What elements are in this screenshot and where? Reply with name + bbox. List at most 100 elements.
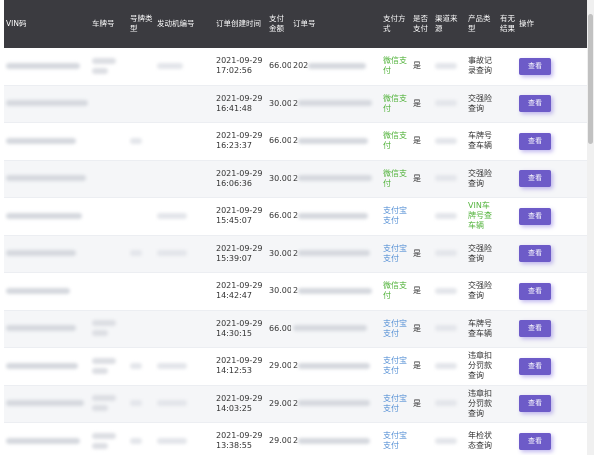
plate-cell: [90, 48, 128, 86]
order-date: 2021-09-29: [216, 356, 263, 366]
view-button[interactable]: 查看: [519, 395, 551, 413]
redacted-value: [92, 330, 108, 337]
created-time-cell: 2021-09-29 14:03:25: [214, 385, 267, 423]
order-time: 14:30:15: [216, 328, 252, 338]
vertical-scrollbar[interactable]: [587, 0, 594, 455]
table-row: 2021-09-29 14:42:47 30.00 2 微信支付是交强险查询 查看: [4, 272, 587, 311]
order-date: 2021-09-29: [216, 393, 263, 403]
view-button[interactable]: 查看: [519, 170, 551, 188]
redacted-value: [298, 400, 371, 407]
created-time-cell: 2021-09-29 15:39:07: [214, 235, 267, 273]
col-product: 产品类型: [466, 0, 498, 48]
view-button[interactable]: 查看: [519, 95, 551, 113]
order-no-cell: 2: [291, 85, 381, 123]
amount-cell: 30.00: [267, 235, 291, 273]
table-row: 2021-09-29 15:39:07 30.00 2 支付宝支付是交强险查询 查看: [4, 235, 587, 273]
product-cell: 交强险查询: [466, 272, 498, 311]
order-time: 13:38:55: [216, 441, 252, 451]
order-date: 2021-09-29: [216, 93, 263, 103]
has-result-cell: [498, 122, 517, 161]
channel-cell: [433, 122, 466, 161]
engine-cell: [155, 197, 214, 236]
order-no-cell: 2: [291, 197, 381, 236]
channel-cell: [433, 347, 466, 386]
table-row: 2021-09-29 14:12:53 29.00 2 支付宝支付是违章扣分罚款查询 查看: [4, 347, 587, 386]
table-row: 2021-09-29 16:23:37 66.00 2 微信支付是车牌号查车辆 查看: [4, 122, 587, 161]
redacted-value: [298, 287, 373, 294]
redacted-value: [157, 212, 187, 219]
redacted-value: [435, 212, 457, 219]
plate-type-cell: [128, 310, 155, 348]
col-created-time: 订单创建时间: [214, 0, 267, 48]
redacted-value: [6, 437, 80, 444]
order-prefix: 2: [293, 436, 299, 446]
paid-cell: [411, 197, 433, 236]
created-time-cell: 2021-09-29 14:12:53: [214, 347, 267, 386]
order-no-cell: 2: [291, 122, 381, 161]
view-button[interactable]: 查看: [519, 207, 551, 225]
redacted-value: [435, 437, 457, 444]
order-date: 2021-09-29: [216, 56, 263, 66]
redacted-value: [298, 250, 371, 257]
plate-cell: [90, 197, 128, 236]
has-result-cell: [498, 347, 517, 386]
order-date: 2021-09-29: [216, 431, 263, 441]
plate-type-cell: [128, 48, 155, 86]
vin-cell: [4, 235, 90, 273]
view-button[interactable]: 查看: [519, 282, 551, 300]
created-time-cell: 2021-09-29 17:02:56: [214, 48, 267, 86]
col-vin: VIN码: [4, 0, 90, 48]
redacted-value: [6, 325, 76, 332]
paid-cell: 是: [411, 385, 433, 423]
action-cell: 查看: [517, 310, 587, 348]
amount-cell: 29.00: [267, 347, 291, 386]
amount-cell: 66.00: [267, 122, 291, 161]
pay-method-cell: 支付宝支付: [381, 235, 411, 273]
order-time: 16:06:36: [216, 178, 252, 188]
redacted-value: [6, 250, 76, 257]
has-result-cell: [498, 272, 517, 311]
engine-cell: [155, 310, 214, 348]
scrollbar-thumb[interactable]: [588, 14, 593, 144]
pay-method-cell: 支付宝支付: [381, 347, 411, 386]
view-button[interactable]: 查看: [519, 432, 551, 450]
order-date: 2021-09-29: [216, 131, 263, 141]
has-result-cell: [498, 310, 517, 348]
vin-cell: [4, 347, 90, 386]
col-has-result: 有无结果: [498, 0, 517, 48]
table-row: 2021-09-29 14:30:15 66.00 支付宝支付是车牌号查车辆 查看: [4, 310, 587, 348]
amount-cell: 29.00: [267, 422, 291, 455]
view-button[interactable]: 查看: [519, 357, 551, 375]
order-prefix: 202: [293, 61, 309, 71]
engine-cell: [155, 48, 214, 86]
redacted-value: [6, 362, 78, 369]
created-time-cell: 2021-09-29 14:42:47: [214, 272, 267, 311]
has-result-cell: [498, 235, 517, 273]
view-button[interactable]: 查看: [519, 132, 551, 150]
redacted-value: [6, 175, 86, 182]
col-engine-no: 发动机编号: [155, 0, 214, 48]
paid-cell: 是: [411, 48, 433, 86]
table-row: 2021-09-29 16:41:48 30.00 2 微信支付是交强险查询 查看: [4, 85, 587, 123]
vin-cell: [4, 48, 90, 86]
view-button[interactable]: 查看: [519, 245, 551, 263]
paid-cell: 是: [411, 272, 433, 311]
order-no-cell: 2: [291, 160, 381, 198]
col-plate: 车牌号: [90, 0, 128, 48]
order-prefix: 2: [293, 173, 299, 183]
view-button[interactable]: 查看: [519, 57, 551, 75]
has-result-cell: [498, 385, 517, 423]
product-cell: 车牌号查车辆: [466, 122, 498, 161]
redacted-value: [6, 287, 70, 294]
redacted-value: [435, 400, 457, 407]
action-cell: 查看: [517, 385, 587, 423]
amount-cell: 30.00: [267, 85, 291, 123]
view-button[interactable]: 查看: [519, 320, 551, 338]
order-date: 2021-09-29: [216, 318, 263, 328]
order-no-cell: 2: [291, 272, 381, 311]
channel-cell: [433, 160, 466, 198]
plate-cell: [90, 272, 128, 311]
vin-cell: [4, 310, 90, 348]
order-prefix: 2: [293, 136, 299, 146]
